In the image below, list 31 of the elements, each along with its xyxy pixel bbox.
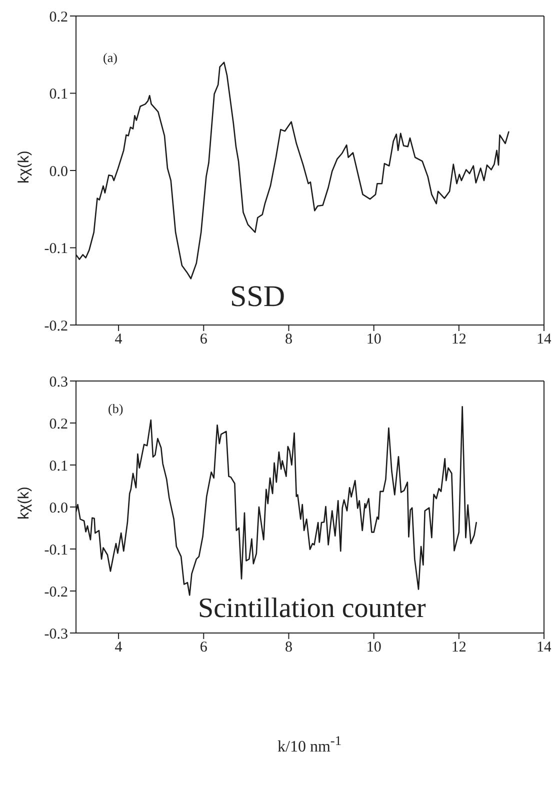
annotation: (a) <box>103 50 118 66</box>
y-tick-label: 0.2 <box>49 416 68 432</box>
y-tick-label: -0.1 <box>44 241 68 258</box>
x-tick-label: 6 <box>200 332 208 348</box>
x-axis-title: k/10 nm$^{-1}$ <box>276 733 342 756</box>
x-tick-label: 10 <box>366 332 382 348</box>
x-tick-label: 8 <box>284 332 292 348</box>
x-tick-label: 10 <box>366 640 382 656</box>
x-tick-label: 4 <box>114 332 123 348</box>
annotation: Scintillation counter <box>198 593 426 625</box>
y-tick-label: 0.3 <box>49 374 68 390</box>
x-tick-label: 14 <box>536 332 552 348</box>
annotation: (b) <box>108 401 124 417</box>
y-tick-label: 0.1 <box>49 86 68 103</box>
y-tick-label: -0.3 <box>44 626 68 642</box>
y-tick-label: -0.1 <box>44 542 68 558</box>
x-tick-label: 4 <box>114 640 123 656</box>
y-tick-label: 0.1 <box>49 458 68 474</box>
y-tick-label: -0.2 <box>44 318 68 334</box>
annotation: SSD <box>230 280 286 314</box>
x-tick-label: 8 <box>284 640 292 656</box>
y-axis-title: kχ(k) <box>16 486 32 520</box>
x-tick-label: 6 <box>200 640 208 656</box>
y-tick-label: 0.0 <box>49 500 68 516</box>
y-tick-label: 0.2 <box>49 9 68 26</box>
y-axis-title: kχ(k) <box>16 150 32 183</box>
y-tick-label: -0.2 <box>44 584 68 600</box>
x-tick-label: 12 <box>451 640 466 656</box>
x-tick-label: 12 <box>451 332 466 348</box>
x-tick-label: 14 <box>536 640 552 656</box>
y-tick-label: 0.0 <box>49 164 68 180</box>
